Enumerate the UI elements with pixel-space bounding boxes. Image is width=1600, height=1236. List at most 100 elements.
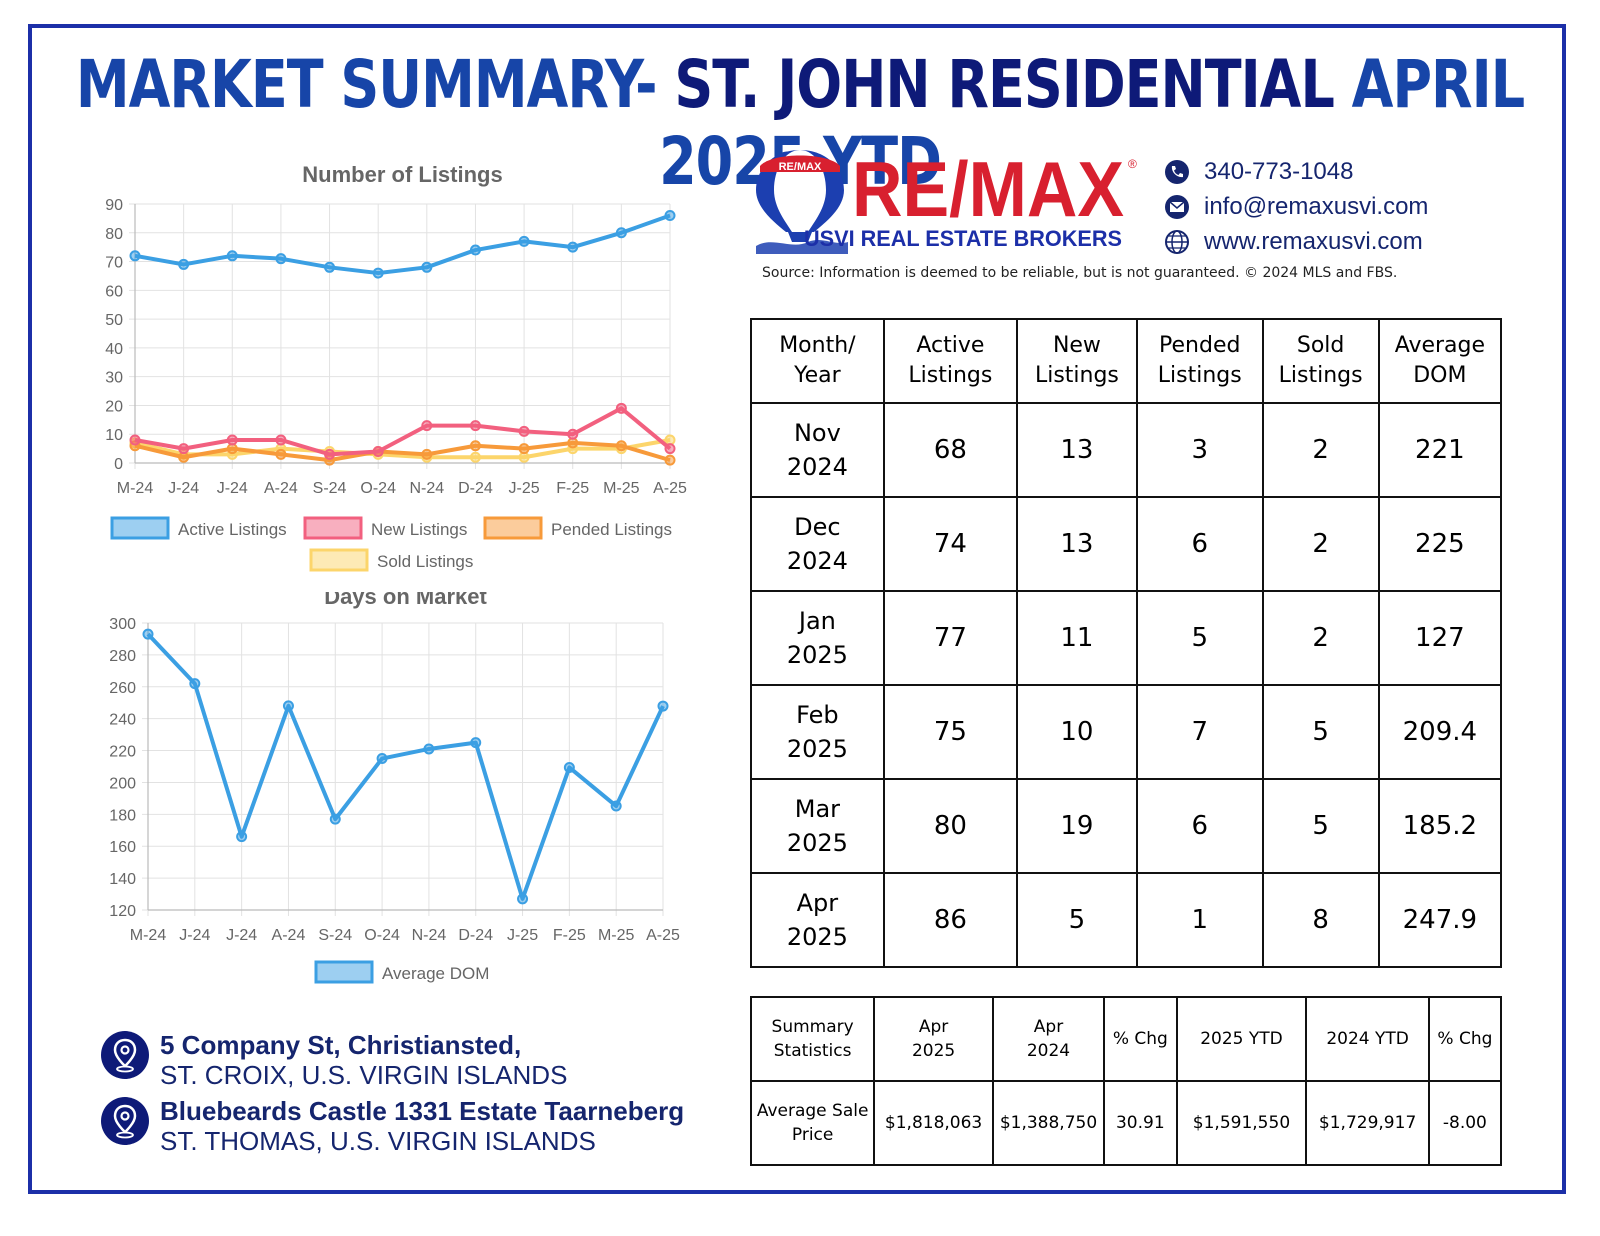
cell-pended: 5	[1135, 590, 1264, 686]
x-tick-label: A-24	[264, 480, 298, 497]
y-tick-label: 20	[105, 398, 123, 415]
data-point	[275, 448, 287, 460]
sum-cell-chg2: -8.00	[1427, 1080, 1503, 1166]
address-line2: ST. CROIX, U.S. VIRGIN ISLANDS	[160, 1060, 568, 1090]
data-point	[372, 267, 384, 279]
cell-month: Apr 2025	[750, 872, 885, 968]
contact-block: 340-773-1048 info@remaxusvi.com www.rema…	[1164, 154, 1428, 259]
cell-active: 80	[882, 778, 1018, 874]
balloon-text: RE/MAX	[779, 161, 822, 173]
cell-new: 10	[1015, 684, 1138, 780]
monthly-stats-table: Month/Year Active Listings New Listings Pe…	[750, 318, 1503, 968]
cell-pended: 6	[1135, 778, 1264, 874]
series-line	[134, 440, 671, 463]
sum-header-label: Summary Statistics	[749, 996, 876, 1082]
data-point	[469, 244, 481, 256]
cell-month: Jan 2025	[750, 590, 885, 686]
address-line1: Bluebeards Castle 1331 Estate Taarneberg	[160, 1096, 685, 1126]
phone-icon	[1165, 159, 1189, 184]
x-tick-label: O-24	[364, 927, 400, 944]
y-tick-label: 120	[109, 903, 136, 920]
dom-chart: Days on Market 120 140 160 180 200 220 240 260 28…	[109, 592, 680, 984]
page-frame	[28, 24, 1566, 1194]
data-point	[469, 420, 481, 432]
y-tick-label: 300	[109, 616, 136, 633]
summary-header-row: Summary Statistics Apr 2025 Apr 2024 % Chg …	[749, 996, 1503, 1082]
phone-number: 340-773-1048	[1204, 157, 1354, 185]
contact-phone[interactable]: 340-773-1048	[1164, 154, 1428, 189]
cell-new: 5	[1015, 872, 1138, 968]
legend-swatch	[309, 548, 369, 572]
brand-wordmark: RE/MAX	[852, 146, 1124, 233]
legend-label: New Listings	[371, 520, 467, 539]
address-line2: ST. THOMAS, U.S. VIRGIN ISLANDS	[160, 1126, 596, 1156]
sum-cell-label: Average Sale Price	[749, 1080, 876, 1166]
cell-pended: 1	[1135, 872, 1264, 968]
data-point	[129, 434, 141, 446]
col-header-dom: Average DOM	[1377, 318, 1503, 404]
table-row: Nov 2024 68 13 3 2 221	[750, 402, 1503, 498]
y-tick-label: 90	[105, 197, 123, 214]
sum-header-chg2: % Chg	[1427, 996, 1503, 1082]
cell-active: 68	[882, 402, 1018, 498]
data-point	[664, 443, 676, 455]
sum-header-apr2025: Apr 2025	[873, 996, 994, 1082]
data-point	[470, 737, 482, 749]
chart-title: Days on Market	[324, 592, 487, 609]
cell-sold: 2	[1261, 402, 1380, 498]
remax-logo: RE/MAX RE/MAX ® USVI REAL ESTATE BROKERS	[756, 146, 1137, 254]
x-tick-label: A-25	[653, 480, 687, 497]
listings-chart: Number of Listings 0 10 20 30 40 50 60 70 80 90 M-2…	[105, 162, 687, 572]
cell-sold: 8	[1261, 872, 1380, 968]
table-row: Jan 2025 77 11 5 2 127	[750, 590, 1503, 686]
title-prefix: MARKET SUMMARY-	[75, 46, 675, 123]
data-point	[275, 434, 287, 446]
x-tick-label: M-24	[130, 927, 167, 944]
x-tick-label: M-25	[598, 927, 635, 944]
data-point	[324, 448, 336, 460]
y-tick-label: 260	[109, 680, 136, 697]
cell-new: 19	[1015, 778, 1138, 874]
y-tick-label: 40	[105, 341, 123, 358]
data-point	[518, 235, 530, 247]
cell-pended: 6	[1135, 496, 1264, 592]
legend-label: Active Listings	[178, 520, 287, 539]
data-point	[615, 227, 627, 239]
y-tick-label: 180	[109, 807, 136, 824]
col-header-sold: Sold Listings	[1261, 318, 1380, 404]
x-tick-label: J-24	[168, 480, 199, 497]
page-title: MARKET SUMMARY- ST. JOHN RESIDENTIAL APR…	[0, 46, 1600, 200]
x-tick-label: F-25	[556, 480, 589, 497]
cell-dom: 247.9	[1377, 872, 1503, 968]
cell-sold: 5	[1261, 684, 1380, 780]
contact-website[interactable]: www.remaxusvi.com	[1164, 224, 1428, 259]
y-tick-label: 200	[109, 775, 136, 792]
col-header-month: Month/Year	[750, 318, 885, 404]
data-point	[517, 893, 529, 905]
data-point	[376, 753, 388, 765]
x-tick-label: F-25	[553, 927, 586, 944]
x-tick-label: J-25	[509, 480, 540, 497]
x-tick-label: M-25	[603, 480, 640, 497]
y-tick-label: 160	[109, 839, 136, 856]
cell-month: Feb 2025	[750, 684, 885, 780]
cell-active: 74	[882, 496, 1018, 592]
sum-header-ytd2024: 2024 YTD	[1305, 996, 1430, 1082]
contact-email[interactable]: info@remaxusvi.com	[1164, 189, 1428, 224]
cell-dom: 185.2	[1377, 778, 1503, 874]
cell-pended: 3	[1135, 402, 1264, 498]
email-address: info@remaxusvi.com	[1204, 192, 1429, 220]
data-point	[615, 440, 627, 452]
cell-new: 13	[1015, 496, 1138, 592]
series-line	[146, 632, 665, 901]
sum-header-apr2024: Apr 2024	[991, 996, 1106, 1082]
cell-new: 11	[1015, 590, 1138, 686]
summary-stats-table: Summary Statistics Apr 2025 Apr 2024 % Chg …	[749, 996, 1503, 1166]
x-tick-label: N-24	[412, 927, 447, 944]
data-point	[664, 210, 676, 222]
series-line	[134, 406, 672, 457]
cell-month: Mar 2025	[750, 778, 885, 874]
x-tick-label: N-24	[409, 480, 444, 497]
x-tick-label: O-24	[360, 480, 396, 497]
data-point	[610, 800, 622, 812]
